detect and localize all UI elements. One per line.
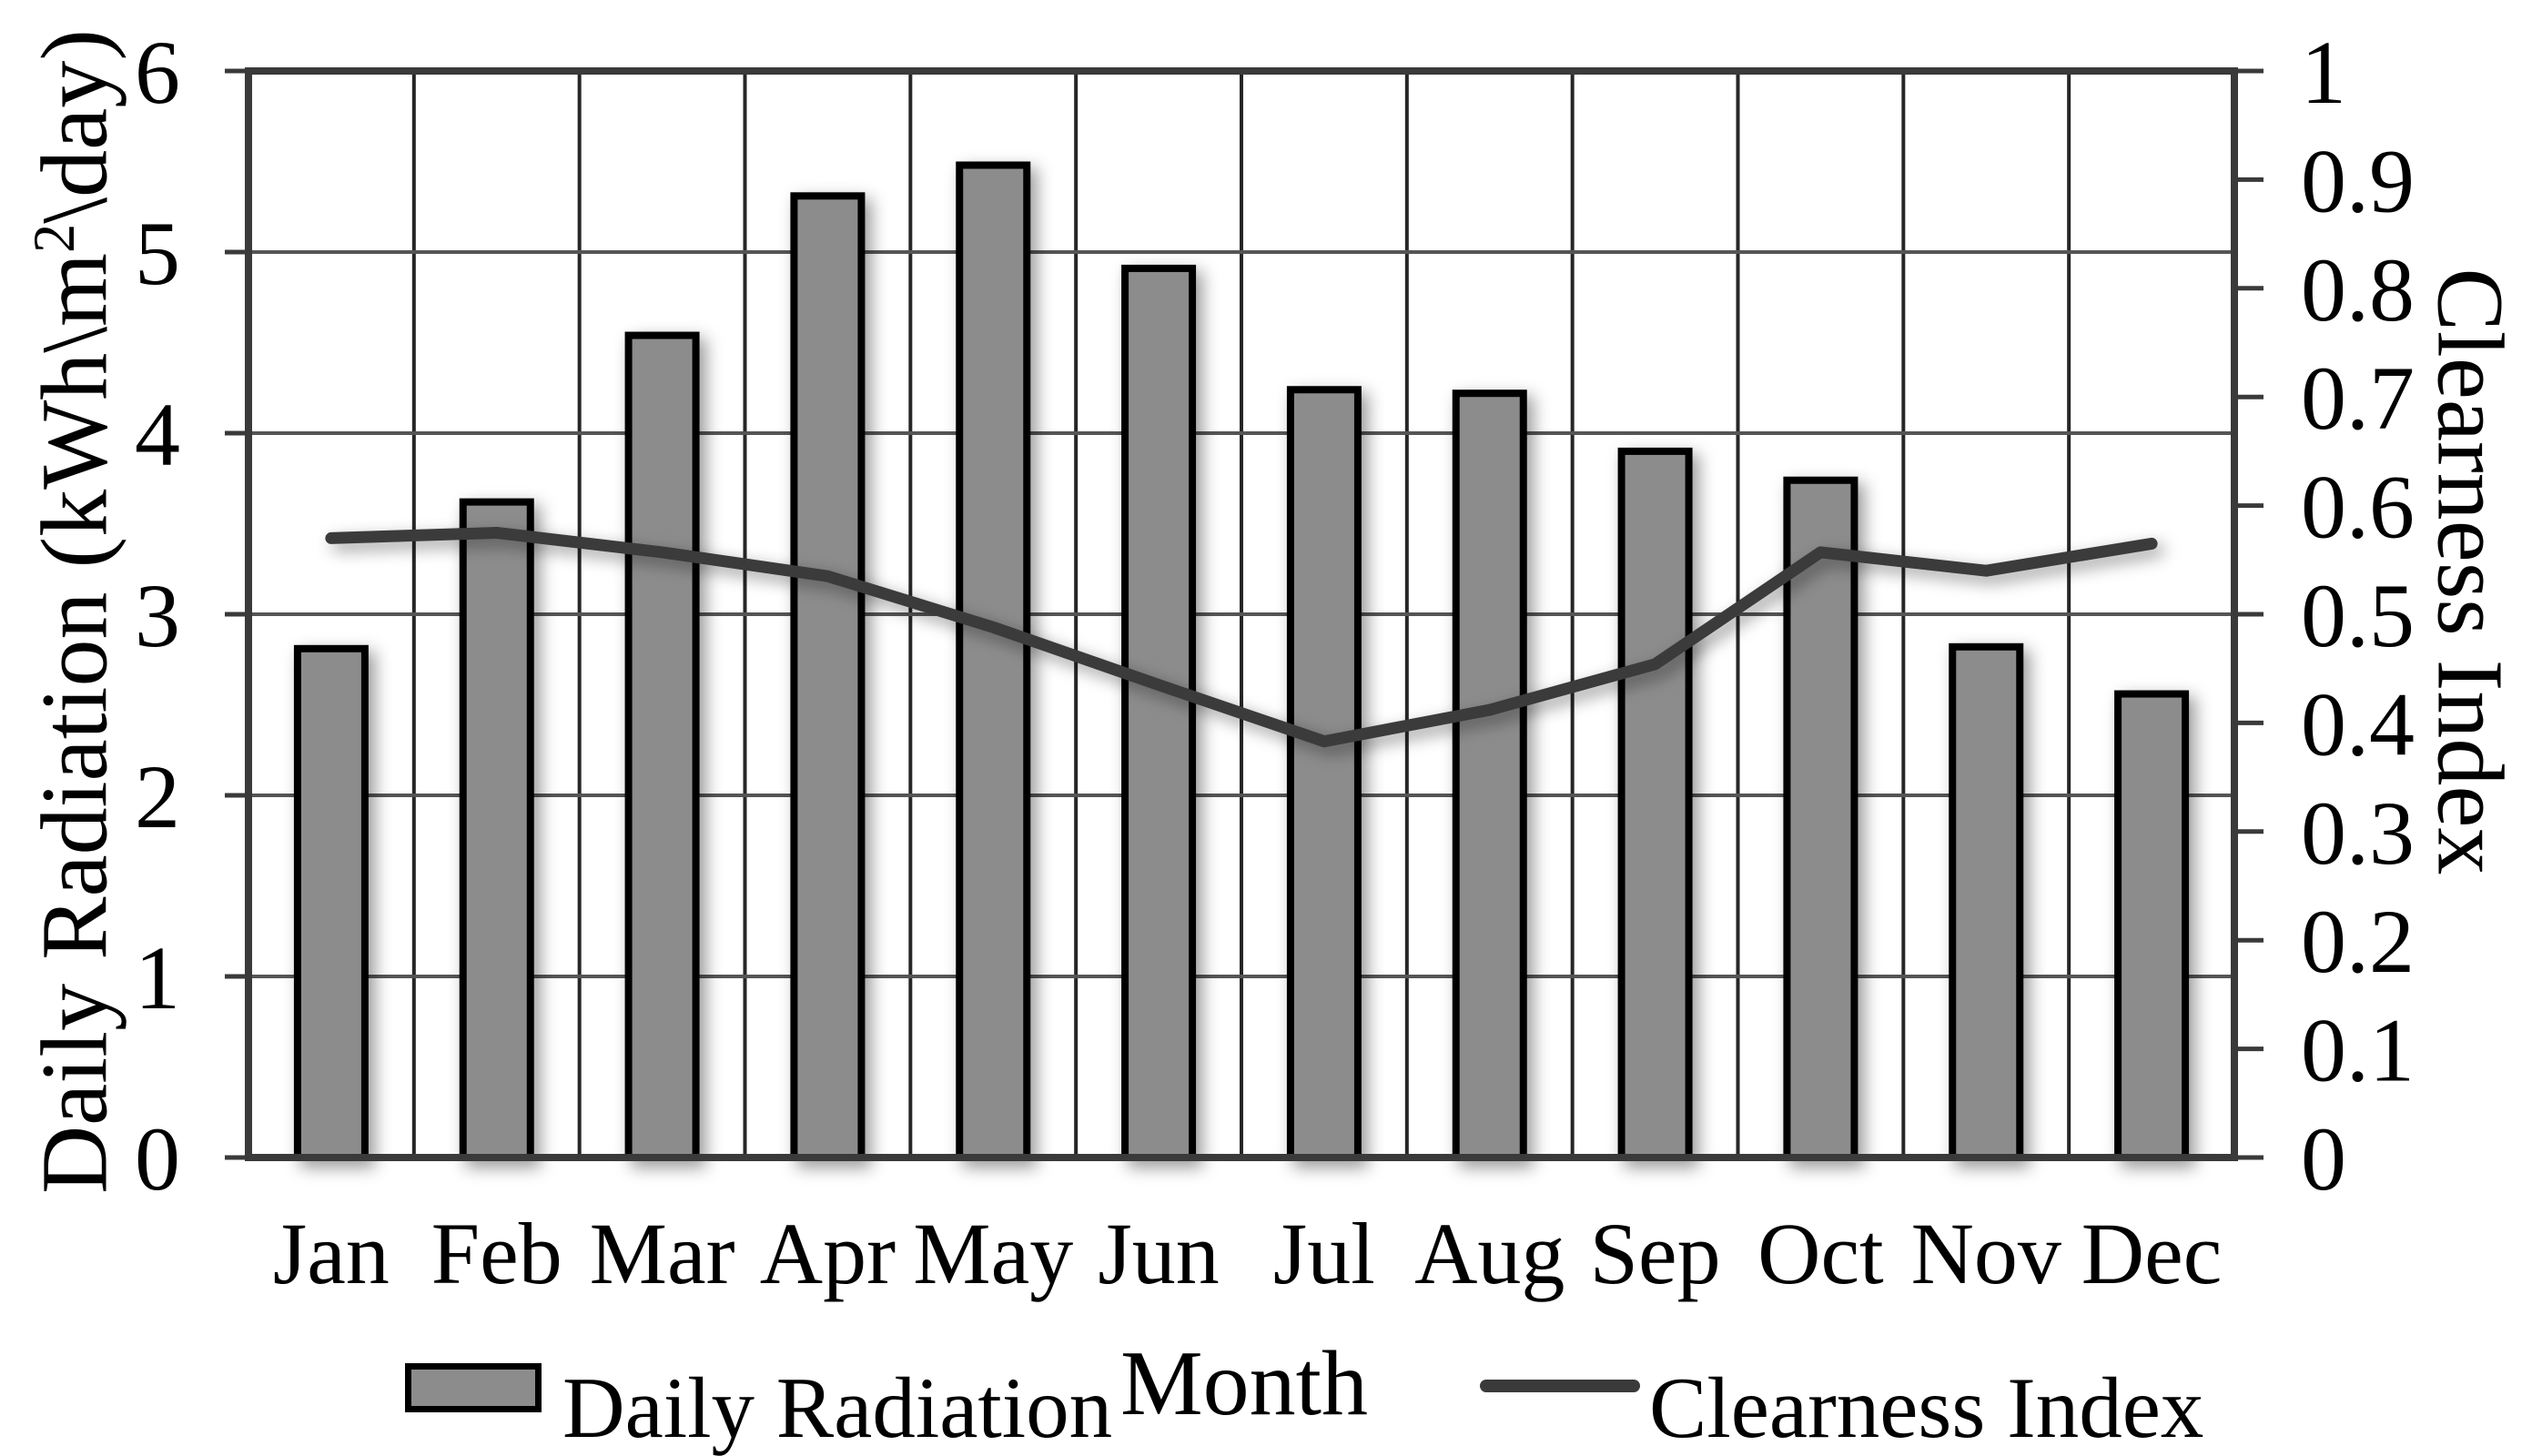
month-label-feb: Feb — [431, 1205, 562, 1302]
left-axis-tick-label: 1 — [135, 927, 180, 1028]
right-axis-tick-label: 0.5 — [2301, 565, 2415, 666]
bar-feb — [459, 498, 534, 1161]
bar-aug — [1452, 389, 1527, 1162]
right-axis-tick-label: 0.3 — [2301, 783, 2415, 884]
right-axis-tick-label: 0.4 — [2301, 673, 2415, 774]
bar-sep — [1617, 447, 1693, 1161]
month-label-jun: Jun — [1098, 1205, 1219, 1302]
legend-clearness-index-label: Clearness Index — [1649, 1360, 2204, 1456]
bar-jul — [1286, 386, 1362, 1161]
right-axis-tick-label: 1 — [2301, 22, 2346, 123]
left-axis-tick-label: 3 — [135, 565, 180, 666]
month-label-dec: Dec — [2081, 1205, 2223, 1302]
bar-apr — [790, 192, 866, 1161]
left-y-axis-title-post: \day) — [22, 29, 127, 224]
month-label-nov: Nov — [1911, 1205, 2061, 1302]
legend-line-swatch-icon — [1480, 1380, 1640, 1392]
left-y-axis-title-pre: Daily Radiation (kWh\m — [22, 252, 127, 1194]
month-label-mar: Mar — [590, 1205, 735, 1302]
right-axis-tick-label: 0.1 — [2301, 1000, 2415, 1101]
right-axis-tick-label: 0.8 — [2301, 239, 2415, 340]
left-y-axis-title: Daily Radiation (kWh\m2\day) — [21, 29, 129, 1194]
month-label-apr: Apr — [760, 1205, 896, 1302]
bar-may — [956, 161, 1031, 1162]
bar-mar — [624, 331, 700, 1162]
left-axis-tick-label: 6 — [135, 22, 180, 123]
left-axis-tick-label: 5 — [135, 203, 180, 304]
bar-jan — [293, 644, 369, 1161]
right-axis-tick-label: 0 — [2301, 1108, 2346, 1209]
month-label-may: May — [913, 1205, 1073, 1302]
bar-oct — [1783, 476, 1858, 1161]
x-axis-title: Month — [1119, 1332, 1369, 1435]
left-y-axis-title-sup: 2 — [21, 223, 86, 253]
month-label-jul: Jul — [1273, 1205, 1375, 1302]
left-axis-tick-label: 2 — [135, 746, 180, 847]
clearness-index-line — [325, 527, 2158, 748]
legend-bar-swatch-icon — [405, 1363, 542, 1412]
month-label-oct: Oct — [1757, 1205, 1884, 1302]
bar-nov — [1949, 642, 2024, 1161]
left-axis-tick-label: 4 — [135, 384, 180, 485]
right-axis-tick-label: 0.2 — [2301, 891, 2415, 992]
month-label-aug: Aug — [1414, 1205, 1565, 1302]
legend-daily-radiation-label: Daily Radiation — [562, 1360, 1113, 1456]
right-y-axis-title: Clearness Index — [2417, 268, 2523, 875]
left-axis-tick-label: 0 — [135, 1108, 180, 1209]
month-label-sep: Sep — [1590, 1205, 1721, 1302]
bar-jun — [1121, 264, 1197, 1162]
right-axis-tick-label: 0.7 — [2301, 348, 2415, 449]
bar-dec — [2114, 690, 2190, 1161]
right-axis-tick-label: 0.9 — [2301, 130, 2415, 231]
month-label-jan: Jan — [273, 1205, 390, 1302]
right-axis-tick-label: 0.6 — [2301, 457, 2415, 558]
